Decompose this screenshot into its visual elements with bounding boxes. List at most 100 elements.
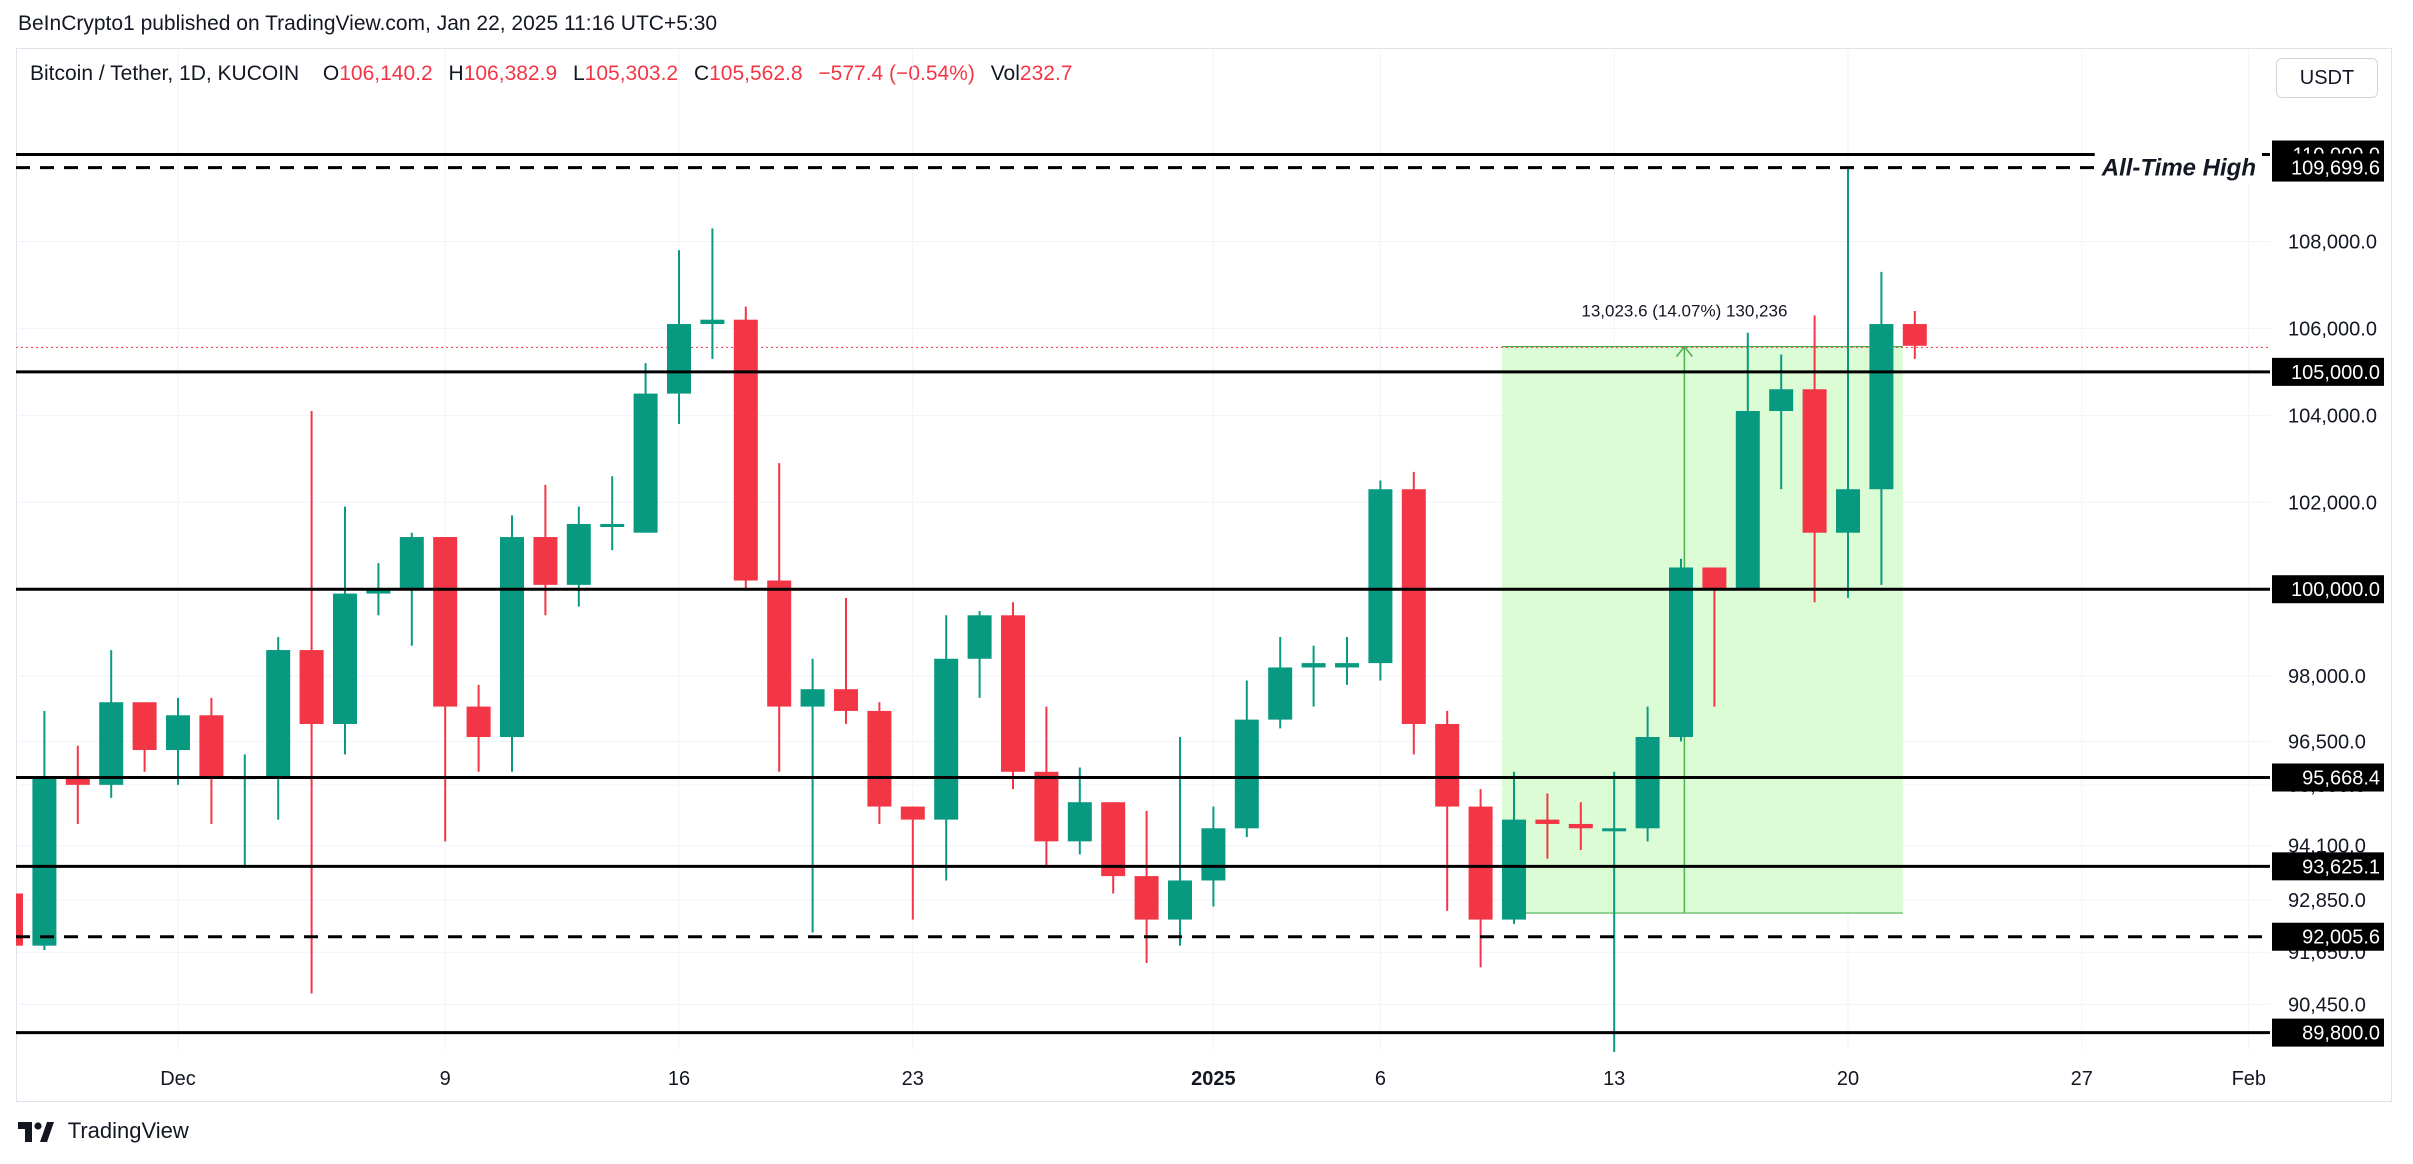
candle-body: [1568, 823, 1593, 829]
level-price-label: 100,000.0: [2291, 579, 2380, 601]
level-price-box: [2272, 357, 2384, 386]
candle-body: [1101, 802, 1126, 877]
level-price-box: [2272, 1018, 2384, 1047]
candle-body: [433, 537, 458, 707]
candle-body: [566, 524, 591, 585]
all-time-high-annotation: All-Time High: [2101, 155, 2256, 182]
tradingview-logo-icon: [18, 1122, 54, 1143]
y-tick-label: 106,000.0: [2288, 318, 2377, 340]
level-price-box: [2272, 763, 2384, 792]
x-tick-label: 27: [2071, 1068, 2093, 1090]
candle-body: [1535, 819, 1560, 824]
candle-body: [166, 715, 190, 751]
measure-box: [1502, 346, 1903, 914]
candle-body: [1001, 615, 1025, 772]
candle-body: [1502, 819, 1526, 920]
candle-body: [399, 537, 424, 590]
candle-body: [700, 319, 725, 325]
y-tick-label: 98,000.0: [2288, 666, 2366, 688]
candle-body: [32, 776, 57, 946]
level-price-label: 95,668.4: [2302, 768, 2380, 790]
level-price-box: [2272, 153, 2384, 182]
volume-label: Vol: [990, 62, 1020, 85]
level-price-label: 92,005.6: [2302, 927, 2380, 949]
level-price-box: [2272, 922, 2384, 951]
x-tick-label: 16: [668, 1068, 690, 1090]
candle-body: [533, 537, 558, 585]
candle-body: [65, 776, 90, 785]
candle-body: [1401, 489, 1426, 724]
candle-body: [299, 650, 324, 724]
symbol-label[interactable]: Bitcoin / Tether, 1D, KUCOIN: [30, 62, 300, 85]
y-tick-label: 94,100.0: [2288, 836, 2366, 858]
y-tick-label: 102,000.0: [2288, 492, 2377, 514]
candle-body: [1268, 667, 1293, 720]
candle-body: [1635, 737, 1660, 829]
candle-body: [366, 589, 391, 594]
candle-body: [199, 715, 224, 777]
candle-body: [1034, 771, 1059, 842]
low-value: 105,303.2: [584, 62, 679, 85]
candle-body: [1802, 389, 1827, 533]
candle-body: [500, 537, 524, 738]
candle-body: [1735, 410, 1760, 590]
measure-arrow-head: [1675, 345, 1693, 358]
level-price-label: 89,800.0: [2302, 1023, 2380, 1045]
published-by-header: BeInCrypto1 published on TradingView.com…: [18, 12, 717, 36]
candle-body: [1234, 719, 1259, 829]
candle-body: [99, 702, 124, 785]
x-tick-label: 2025: [1191, 1068, 1236, 1090]
candle-body: [900, 806, 925, 820]
candle-body: [1335, 663, 1359, 668]
x-tick-label: 20: [1837, 1068, 1859, 1090]
candle-body: [1201, 828, 1226, 881]
level-price-label: 93,625.1: [2302, 856, 2380, 878]
candle-body: [1702, 567, 1727, 590]
tradingview-footer: TradingView: [18, 1118, 189, 1144]
candle-body: [633, 393, 658, 533]
candle-body: [733, 319, 758, 581]
footer-brand: TradingView: [67, 1118, 189, 1143]
candle-body: [767, 580, 792, 707]
candle-body: [600, 524, 625, 528]
candle-body: [1134, 876, 1159, 920]
level-price-label: 109,699.6: [2291, 158, 2380, 180]
change-value: −577.4 (−0.54%): [818, 62, 975, 85]
level-price-label: 105,000.0: [2291, 362, 2380, 384]
low-label: L: [572, 62, 585, 85]
candle-body: [1435, 723, 1460, 807]
x-tick-label: 9: [440, 1068, 451, 1090]
annotation-background: [2094, 152, 2262, 184]
candle-body: [1067, 802, 1092, 842]
high-value: 106,382.9: [463, 62, 558, 85]
candle-body: [1902, 324, 1927, 346]
candle-body: [266, 650, 291, 777]
plot-area: [16, 50, 2270, 1052]
candle-body: [1368, 489, 1393, 664]
open-label: O: [322, 62, 340, 85]
level-price-box: [2272, 852, 2384, 881]
ohlc-legend: Bitcoin / Tether, 1D, KUCOIN O106,140.2 …: [30, 62, 1082, 86]
candle-body: [1168, 880, 1192, 920]
candle-body: [1836, 489, 1860, 533]
close-value: 105,562.8: [709, 62, 803, 85]
candle-body: [800, 689, 825, 707]
candle-body: [1669, 567, 1693, 738]
open-value: 106,140.2: [339, 62, 433, 85]
candle-body: [967, 615, 992, 659]
x-tick-label: 6: [1375, 1068, 1386, 1090]
candle-body: [867, 710, 892, 807]
candle-body: [132, 702, 157, 751]
high-label: H: [448, 62, 464, 85]
x-tick-label: 13: [1603, 1068, 1625, 1090]
published-text: BeInCrypto1 published on TradingView.com…: [18, 12, 718, 35]
y-tick-label: 96,500.0: [2288, 731, 2366, 753]
candle-body: [16, 893, 23, 946]
candle-body: [333, 593, 357, 724]
candle-body: [1869, 324, 1894, 490]
close-label: C: [693, 62, 710, 85]
candle-body: [1769, 389, 1794, 411]
candle-body: [1301, 663, 1326, 668]
currency-button[interactable]: USDT: [2276, 58, 2378, 98]
